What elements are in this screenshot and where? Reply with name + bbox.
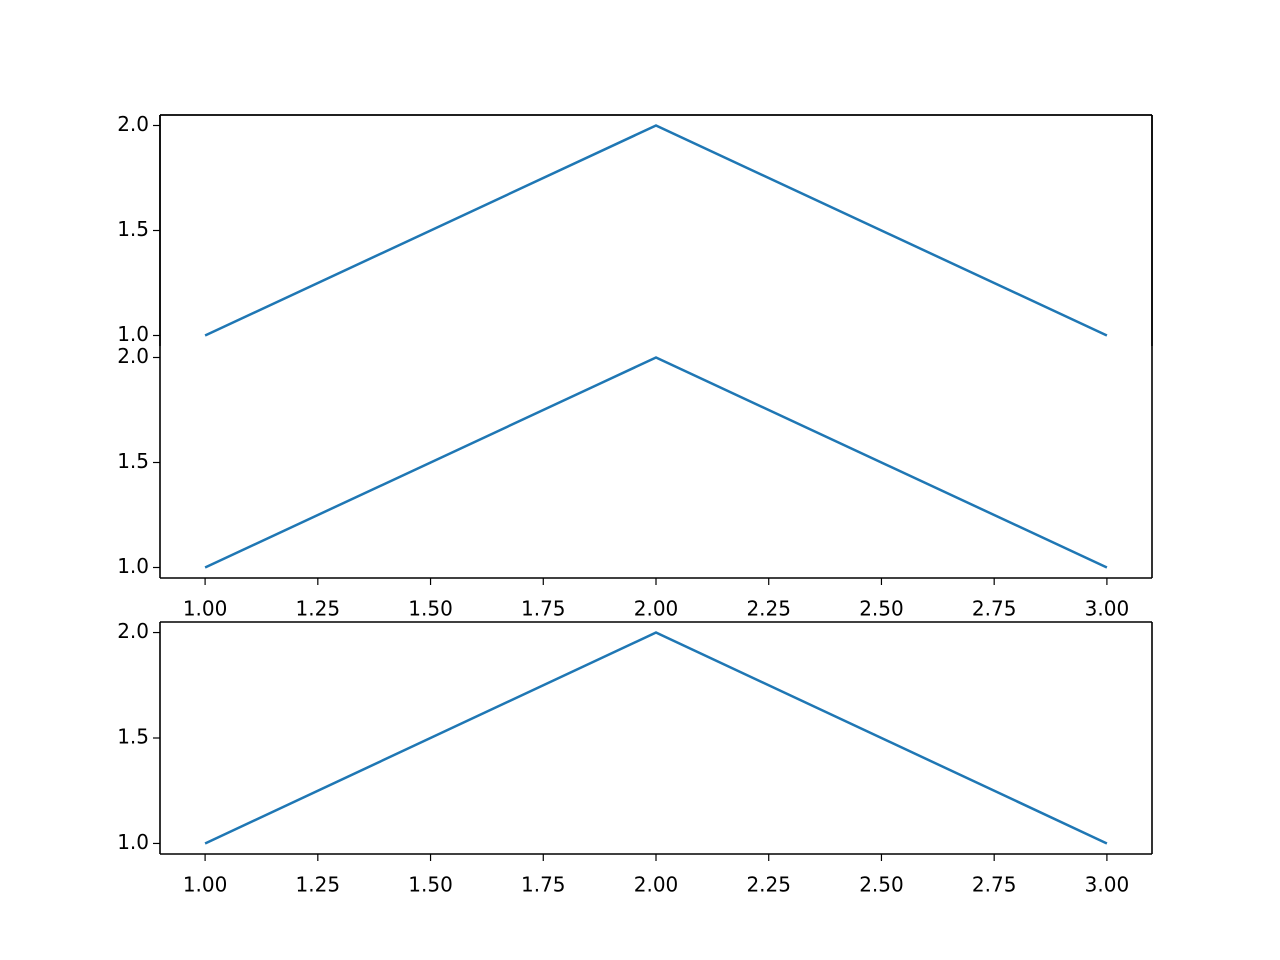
x-tick-label: 2.50 (859, 873, 904, 897)
x-tick-label: 2.25 (746, 873, 791, 897)
x-tick-label: 1.75 (521, 597, 566, 621)
x-tick-label: 2.50 (859, 597, 904, 621)
y-tick-label: 1.0 (117, 830, 149, 854)
y-tick-label: 1.0 (117, 554, 149, 578)
x-tick-label: 1.25 (296, 873, 341, 897)
y-tick-label: 1.5 (117, 725, 149, 749)
line-series (204, 631, 1108, 845)
x-tick-label: 2.00 (634, 873, 679, 897)
x-tick-label: 2.00 (634, 597, 679, 621)
y-tick-label: 1.5 (117, 449, 149, 473)
y-tick-label: 1.5 (117, 217, 149, 241)
x-tick-label: 1.75 (521, 873, 566, 897)
x-tick-label: 2.25 (746, 597, 791, 621)
x-tick-label: 1.00 (183, 873, 228, 897)
x-tick-label: 1.00 (183, 597, 228, 621)
line-series (204, 356, 1108, 569)
y-tick-label: 2.0 (117, 619, 149, 643)
x-tick-label: 2.75 (972, 873, 1017, 897)
y-tick-label: 2.0 (117, 112, 149, 136)
x-tick-label: 3.00 (1085, 597, 1130, 621)
x-tick-label: 1.25 (296, 597, 341, 621)
line-series (204, 124, 1108, 337)
x-tick-label: 3.00 (1085, 873, 1130, 897)
y-tick-label: 1.0 (117, 322, 149, 346)
y-tick-label: 2.0 (117, 344, 149, 368)
x-tick-label: 1.50 (408, 597, 453, 621)
x-tick-label: 1.50 (408, 873, 453, 897)
x-tick-label: 2.75 (972, 597, 1017, 621)
